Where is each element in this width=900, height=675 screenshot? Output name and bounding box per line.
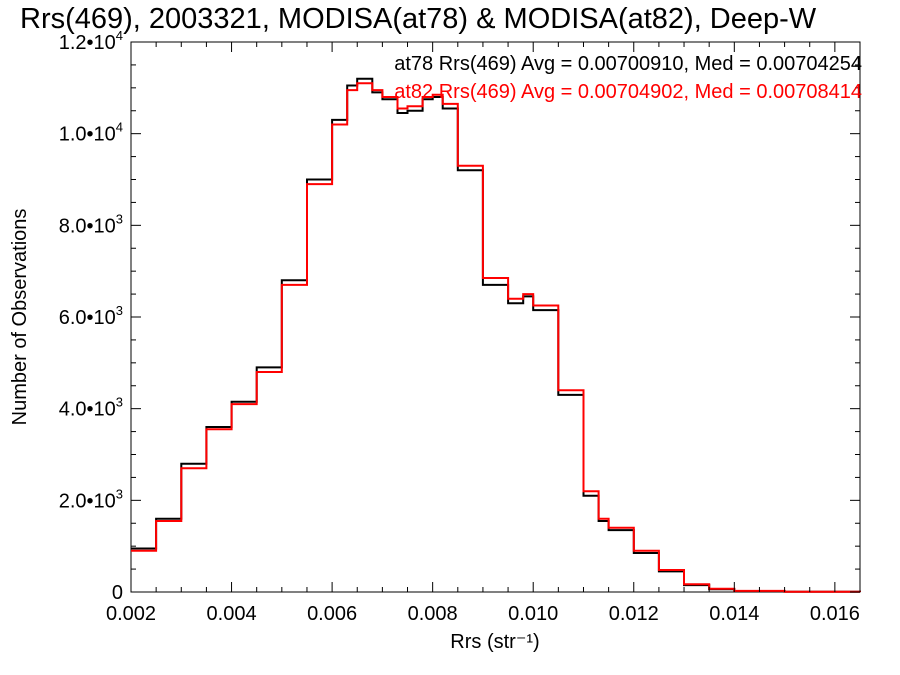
y-tick-label: 0 — [112, 582, 123, 604]
plot-area — [130, 41, 861, 593]
y-tick-label: 6.0•103 — [59, 303, 123, 329]
x-tick-label: 0.016 — [810, 603, 860, 625]
series-line-0 — [131, 77, 861, 593]
ticks-layer — [130, 41, 861, 593]
series-layer — [131, 77, 861, 593]
chart-title: Rrs(469), 2003321, MODISA(at78) & MODISA… — [20, 3, 817, 35]
y-axis-label: Number of Observations — [9, 209, 31, 426]
x-tick-label: 0.006 — [307, 603, 357, 625]
x-axis-label: Rrs (str⁻¹) — [450, 631, 539, 653]
annotation-at78: at78 Rrs(469) Avg = 0.00700910, Med = 0.… — [394, 53, 862, 75]
x-tick-label: 0.010 — [508, 603, 558, 625]
annotation-at82: at82 Rrs(469) Avg = 0.00704902, Med = 0.… — [394, 81, 862, 103]
y-tick-label: 4.0•103 — [59, 395, 123, 421]
y-tick-label: 1.0•104 — [59, 120, 123, 146]
y-tick-label: 2.0•103 — [59, 486, 123, 512]
x-tick-label: 0.014 — [709, 603, 759, 625]
y-tick-label: 8.0•103 — [59, 211, 123, 237]
x-tick-label: 0.004 — [207, 603, 257, 625]
y-tick-labels: 0 2.0•103 4.0•103 6.0•103 8.0•103 1.0•104 1.2•… — [59, 28, 123, 604]
x-tick-label: 0.012 — [609, 603, 659, 625]
x-tick-labels: 0.002 0.004 0.006 0.008 0.010 0.012 0.014 0.016 — [106, 603, 860, 625]
plot-frame — [130, 41, 861, 593]
series-line-1 — [131, 82, 861, 593]
x-tick-label: 0.008 — [408, 603, 458, 625]
y-tick-label: 1.2•104 — [59, 28, 123, 54]
x-tick-label: 0.002 — [106, 603, 156, 625]
